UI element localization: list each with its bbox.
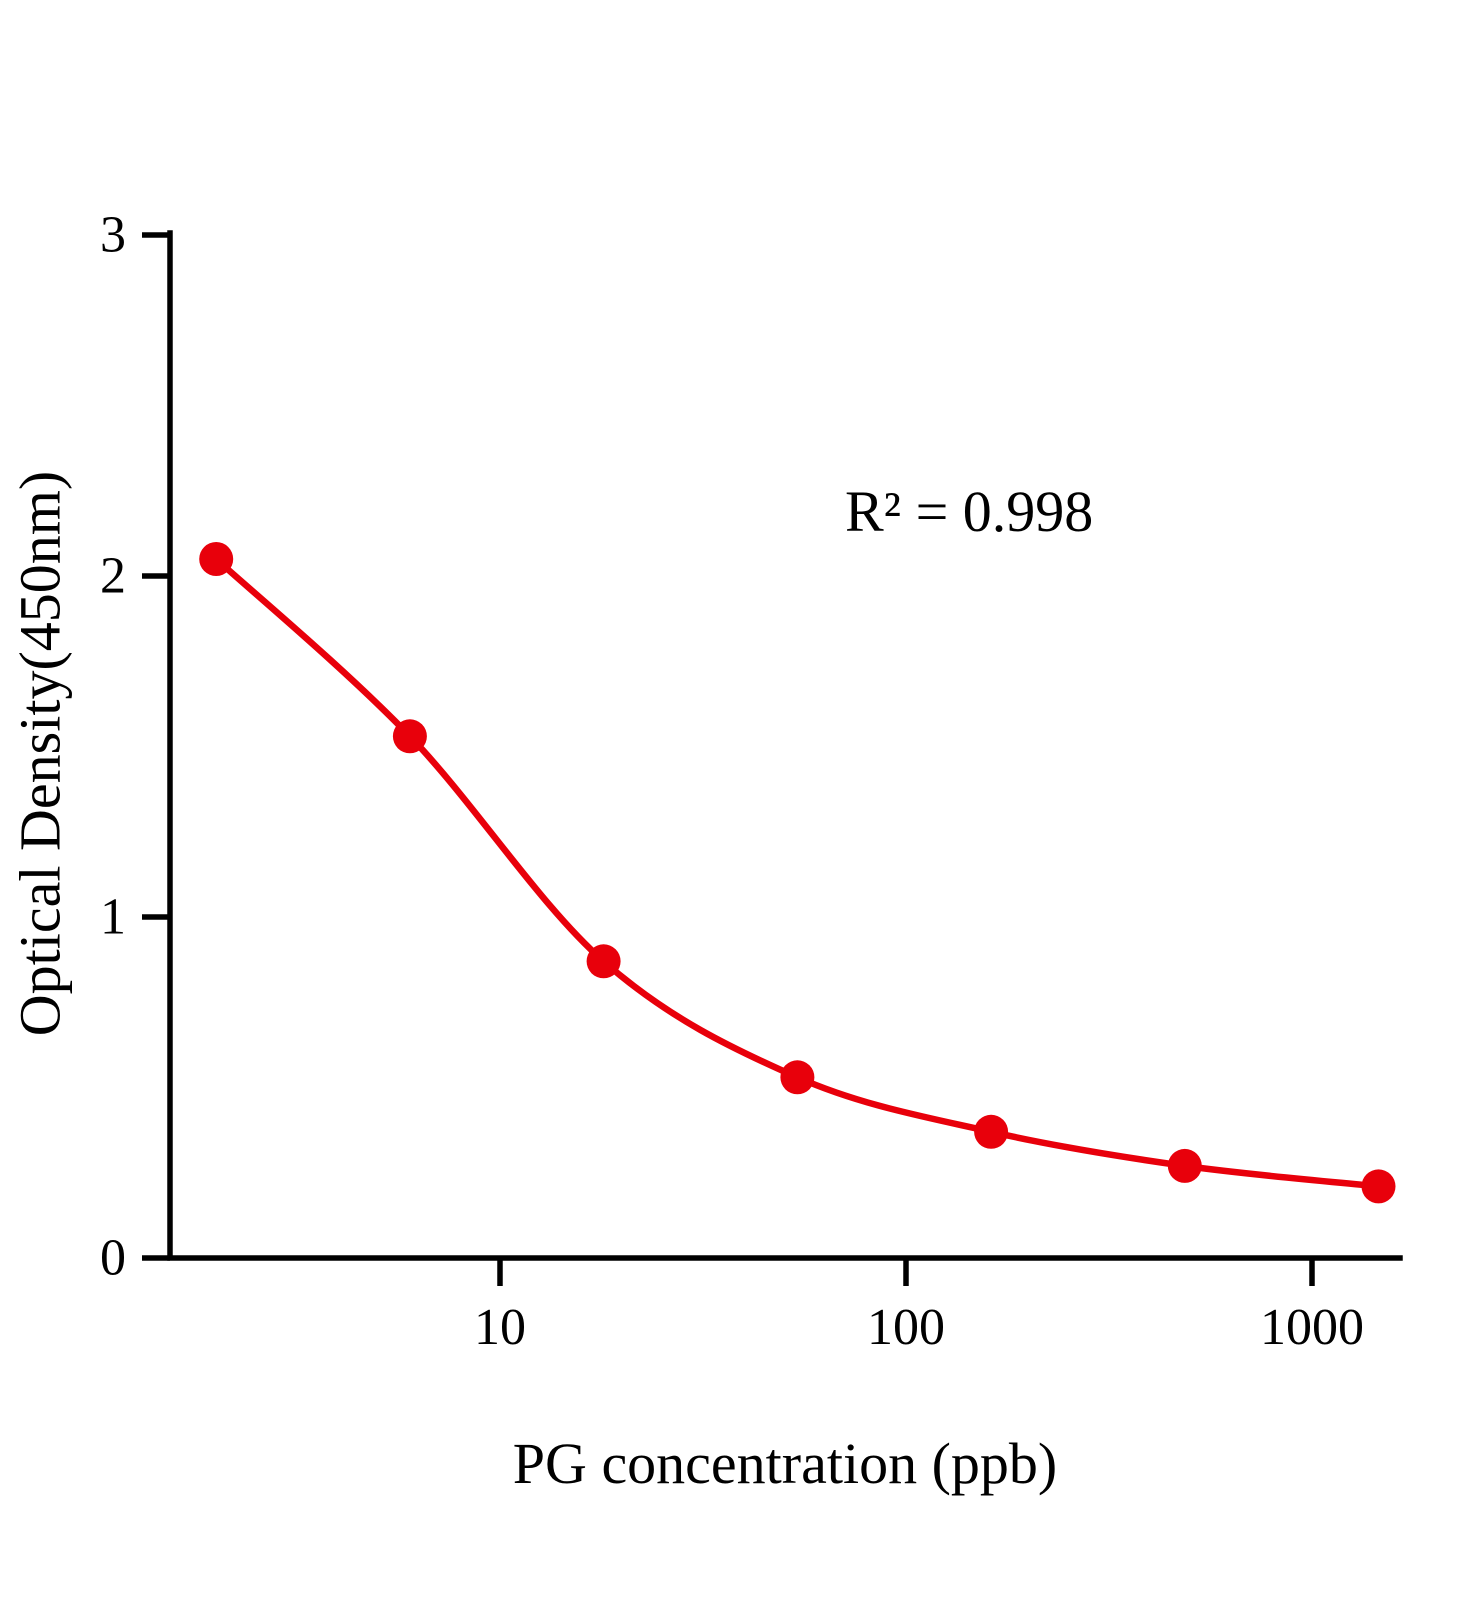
r-squared-annotation: R² = 0.998 bbox=[845, 479, 1094, 544]
data-point bbox=[586, 944, 621, 979]
y-tick-label: 2 bbox=[100, 548, 126, 605]
data-point bbox=[1167, 1148, 1202, 1183]
data-point bbox=[974, 1114, 1009, 1149]
y-tick-label: 1 bbox=[100, 889, 126, 946]
x-tick-label: 10 bbox=[474, 1299, 526, 1356]
x-axis-title: PG concentration (ppb) bbox=[512, 1431, 1058, 1496]
data-point bbox=[1361, 1169, 1396, 1204]
x-tick-label: 1000 bbox=[1260, 1299, 1364, 1356]
data-point bbox=[199, 542, 234, 576]
axes bbox=[167, 230, 1403, 1261]
y-tick-label: 0 bbox=[100, 1230, 126, 1287]
data-point bbox=[780, 1060, 815, 1095]
data-point bbox=[392, 719, 427, 754]
y-axis-title: Optical Density(450nm) bbox=[7, 470, 73, 1037]
x-tick-label: 100 bbox=[867, 1299, 945, 1356]
y-tick-label: 3 bbox=[100, 207, 126, 264]
